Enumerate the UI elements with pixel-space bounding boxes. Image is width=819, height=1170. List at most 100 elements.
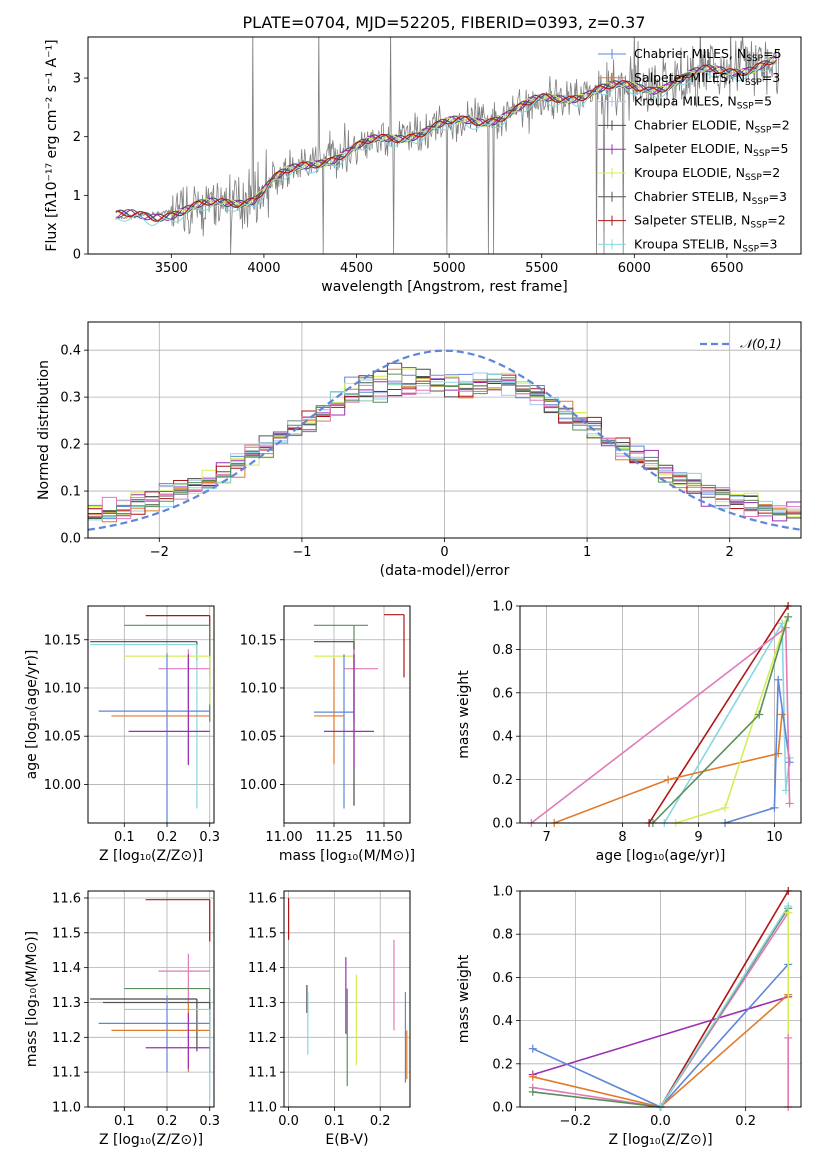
x-tick-label: 11.25 <box>315 830 352 845</box>
y-tick-label: 0.2 <box>60 438 81 453</box>
y-tick-label: 10.15 <box>240 633 277 648</box>
y-tick-label: 0.1 <box>60 485 81 500</box>
x-axis-label: age [log₁₀(age/yr)] <box>596 848 726 864</box>
legend-entry: Kroupa ELODIE, NSSP=2 <box>634 165 780 183</box>
x-tick-label: −0.2 <box>560 1114 592 1129</box>
x-tick-label: 9 <box>694 830 702 845</box>
y-tick-label: 0.4 <box>60 344 81 359</box>
histogram-series <box>88 374 801 520</box>
age_vs_Z-plot <box>90 615 211 823</box>
y-tick-label: 10.05 <box>240 730 277 745</box>
x-tick-label: 3500 <box>155 261 188 276</box>
x-tick-label: 0.2 <box>370 1114 391 1129</box>
y-tick-label: 11.4 <box>52 961 81 976</box>
spectrum-plot <box>115 37 780 254</box>
residuals-plot <box>87 349 802 531</box>
y-tick-label: 11.5 <box>52 926 81 941</box>
mass_vs_Z-plot <box>90 899 211 1101</box>
mass_vs_ebv-frame <box>283 890 411 1108</box>
x-tick-label: 0.1 <box>324 1114 345 1129</box>
x-tick-label: 0.1 <box>114 1114 135 1129</box>
y-tick-label: 2 <box>73 130 81 145</box>
weight-line <box>648 605 789 824</box>
weight-line <box>659 905 789 1108</box>
x-axis-label: wavelength [Angstrom, rest frame] <box>321 279 567 295</box>
y-tick-label: 11.5 <box>248 926 277 941</box>
y-tick-label: 0.4 <box>492 730 513 745</box>
x-axis-label: E(B-V) <box>325 1132 368 1148</box>
x-axis-label: Z [log₁₀(Z/Z⊙)] <box>99 848 203 864</box>
histogram-series <box>88 367 801 518</box>
y-tick-label: 10.15 <box>44 633 81 648</box>
mass_vs_ebv-axes: 0.0 0.1 0.2 11.0 11.1 11.2 11.3 11.4 11.5 11.6 E(B… <box>248 891 410 1148</box>
y-tick-label: 11.1 <box>248 1066 277 1081</box>
x-tick-label: 0 <box>440 545 448 560</box>
x-tick-label: 0.2 <box>157 1114 178 1129</box>
y-tick-label: 10.10 <box>44 681 81 696</box>
weight-line <box>530 626 791 824</box>
weight_vs_age-frame <box>519 605 802 824</box>
legend-value: =5 <box>763 46 781 61</box>
figure-title: PLATE=0704, MJD=52205, FIBERID=0393, z=0… <box>242 13 645 32</box>
y-tick-label: 0.0 <box>492 1101 513 1116</box>
y-tick-label: 10.10 <box>240 681 277 696</box>
x-tick-label: 5000 <box>433 261 466 276</box>
y-tick-label: 11.2 <box>248 1031 277 1046</box>
x-tick-label: 1 <box>583 545 591 560</box>
legend-subscript: SSP <box>742 244 759 254</box>
y-axis-label: mass weight <box>456 954 472 1043</box>
weight-line <box>553 714 783 824</box>
x-tick-label: 0.0 <box>650 1114 671 1129</box>
weight-line <box>532 996 789 1076</box>
y-tick-label: 0.0 <box>60 532 81 547</box>
mass_vs_ebv-plot <box>287 897 408 1087</box>
weight-line <box>659 890 789 1108</box>
spectrum-legend: Chabrier MILES, NSSP=5 Salpeter MILES, NS… <box>598 46 790 254</box>
x-tick-label: 0.3 <box>199 830 220 845</box>
y-tick-label: 1.0 <box>492 600 513 615</box>
histogram-series <box>88 373 801 521</box>
legend-value: =2 <box>767 213 785 228</box>
age_vs_mass-axes: 11.00 11.25 11.50 10.00 10.05 10.10 10.15 mass … <box>240 606 415 864</box>
residuals-axes: −2 −1 0 1 2 0.0 0.1 0.2 0.3 0.4 (data-model)/error… <box>36 322 801 579</box>
age_vs_mass-plot <box>314 614 405 809</box>
spectrum-frame <box>87 36 802 255</box>
y-tick-label: 0.6 <box>492 686 513 701</box>
legend-value: =2 <box>771 117 789 132</box>
x-tick-label: 0.0 <box>278 1114 299 1129</box>
legend-value: =3 <box>769 189 787 204</box>
y-tick-label: 11.4 <box>248 961 277 976</box>
y-tick-label: 0.2 <box>492 773 513 788</box>
age_vs_Z-axes: 0.1 0.2 0.3 10.00 10.05 10.10 10.15 Z [log₁₀(Z/… <box>24 606 220 864</box>
y-tick-label: 1 <box>73 189 81 204</box>
legend-subscript: SSP <box>745 78 762 88</box>
model-line <box>115 55 777 221</box>
y-tick-label: 0 <box>73 248 81 263</box>
model-line <box>115 56 777 221</box>
legend-entry: Kroupa MILES, NSSP=5 <box>634 94 772 112</box>
y-tick-label: 11.3 <box>52 996 81 1011</box>
spectrum-lines <box>115 37 780 254</box>
y-tick-label: 0.2 <box>492 1057 513 1072</box>
x-axis-label: Z [log₁₀(Z/Z⊙)] <box>99 1132 203 1148</box>
x-tick-label: 11.00 <box>265 830 302 845</box>
y-tick-label: 1.0 <box>492 885 513 900</box>
y-tick-label: 0.8 <box>492 643 513 658</box>
x-axis-label: (data-model)/error <box>380 563 510 579</box>
x-tick-label: 4000 <box>247 261 280 276</box>
legend-entry: Salpeter STELIB, NSSP=2 <box>634 213 786 231</box>
weight-line <box>675 620 787 824</box>
legend-value: =3 <box>759 236 777 251</box>
normal-curve <box>87 349 802 531</box>
residuals-frame <box>87 321 802 539</box>
legend-entry: Chabrier ELODIE, NSSP=2 <box>634 117 790 135</box>
weight_vs_Z-axes: −0.2 0.0 0.2 0.0 0.2 0.4 0.6 0.8 1.0 Z [log₁₀(Z/Z… <box>456 885 801 1148</box>
legend-entry: Kroupa STELIB, NSSP=3 <box>634 236 778 254</box>
x-tick-label: 10 <box>766 830 783 845</box>
legend-value: =3 <box>762 70 780 85</box>
legend-value: =5 <box>754 94 772 109</box>
y-tick-label: 0.4 <box>492 1014 513 1029</box>
model-line <box>170 58 777 216</box>
y-tick-label: 10.00 <box>44 778 81 793</box>
x-tick-label: −1 <box>292 545 311 560</box>
